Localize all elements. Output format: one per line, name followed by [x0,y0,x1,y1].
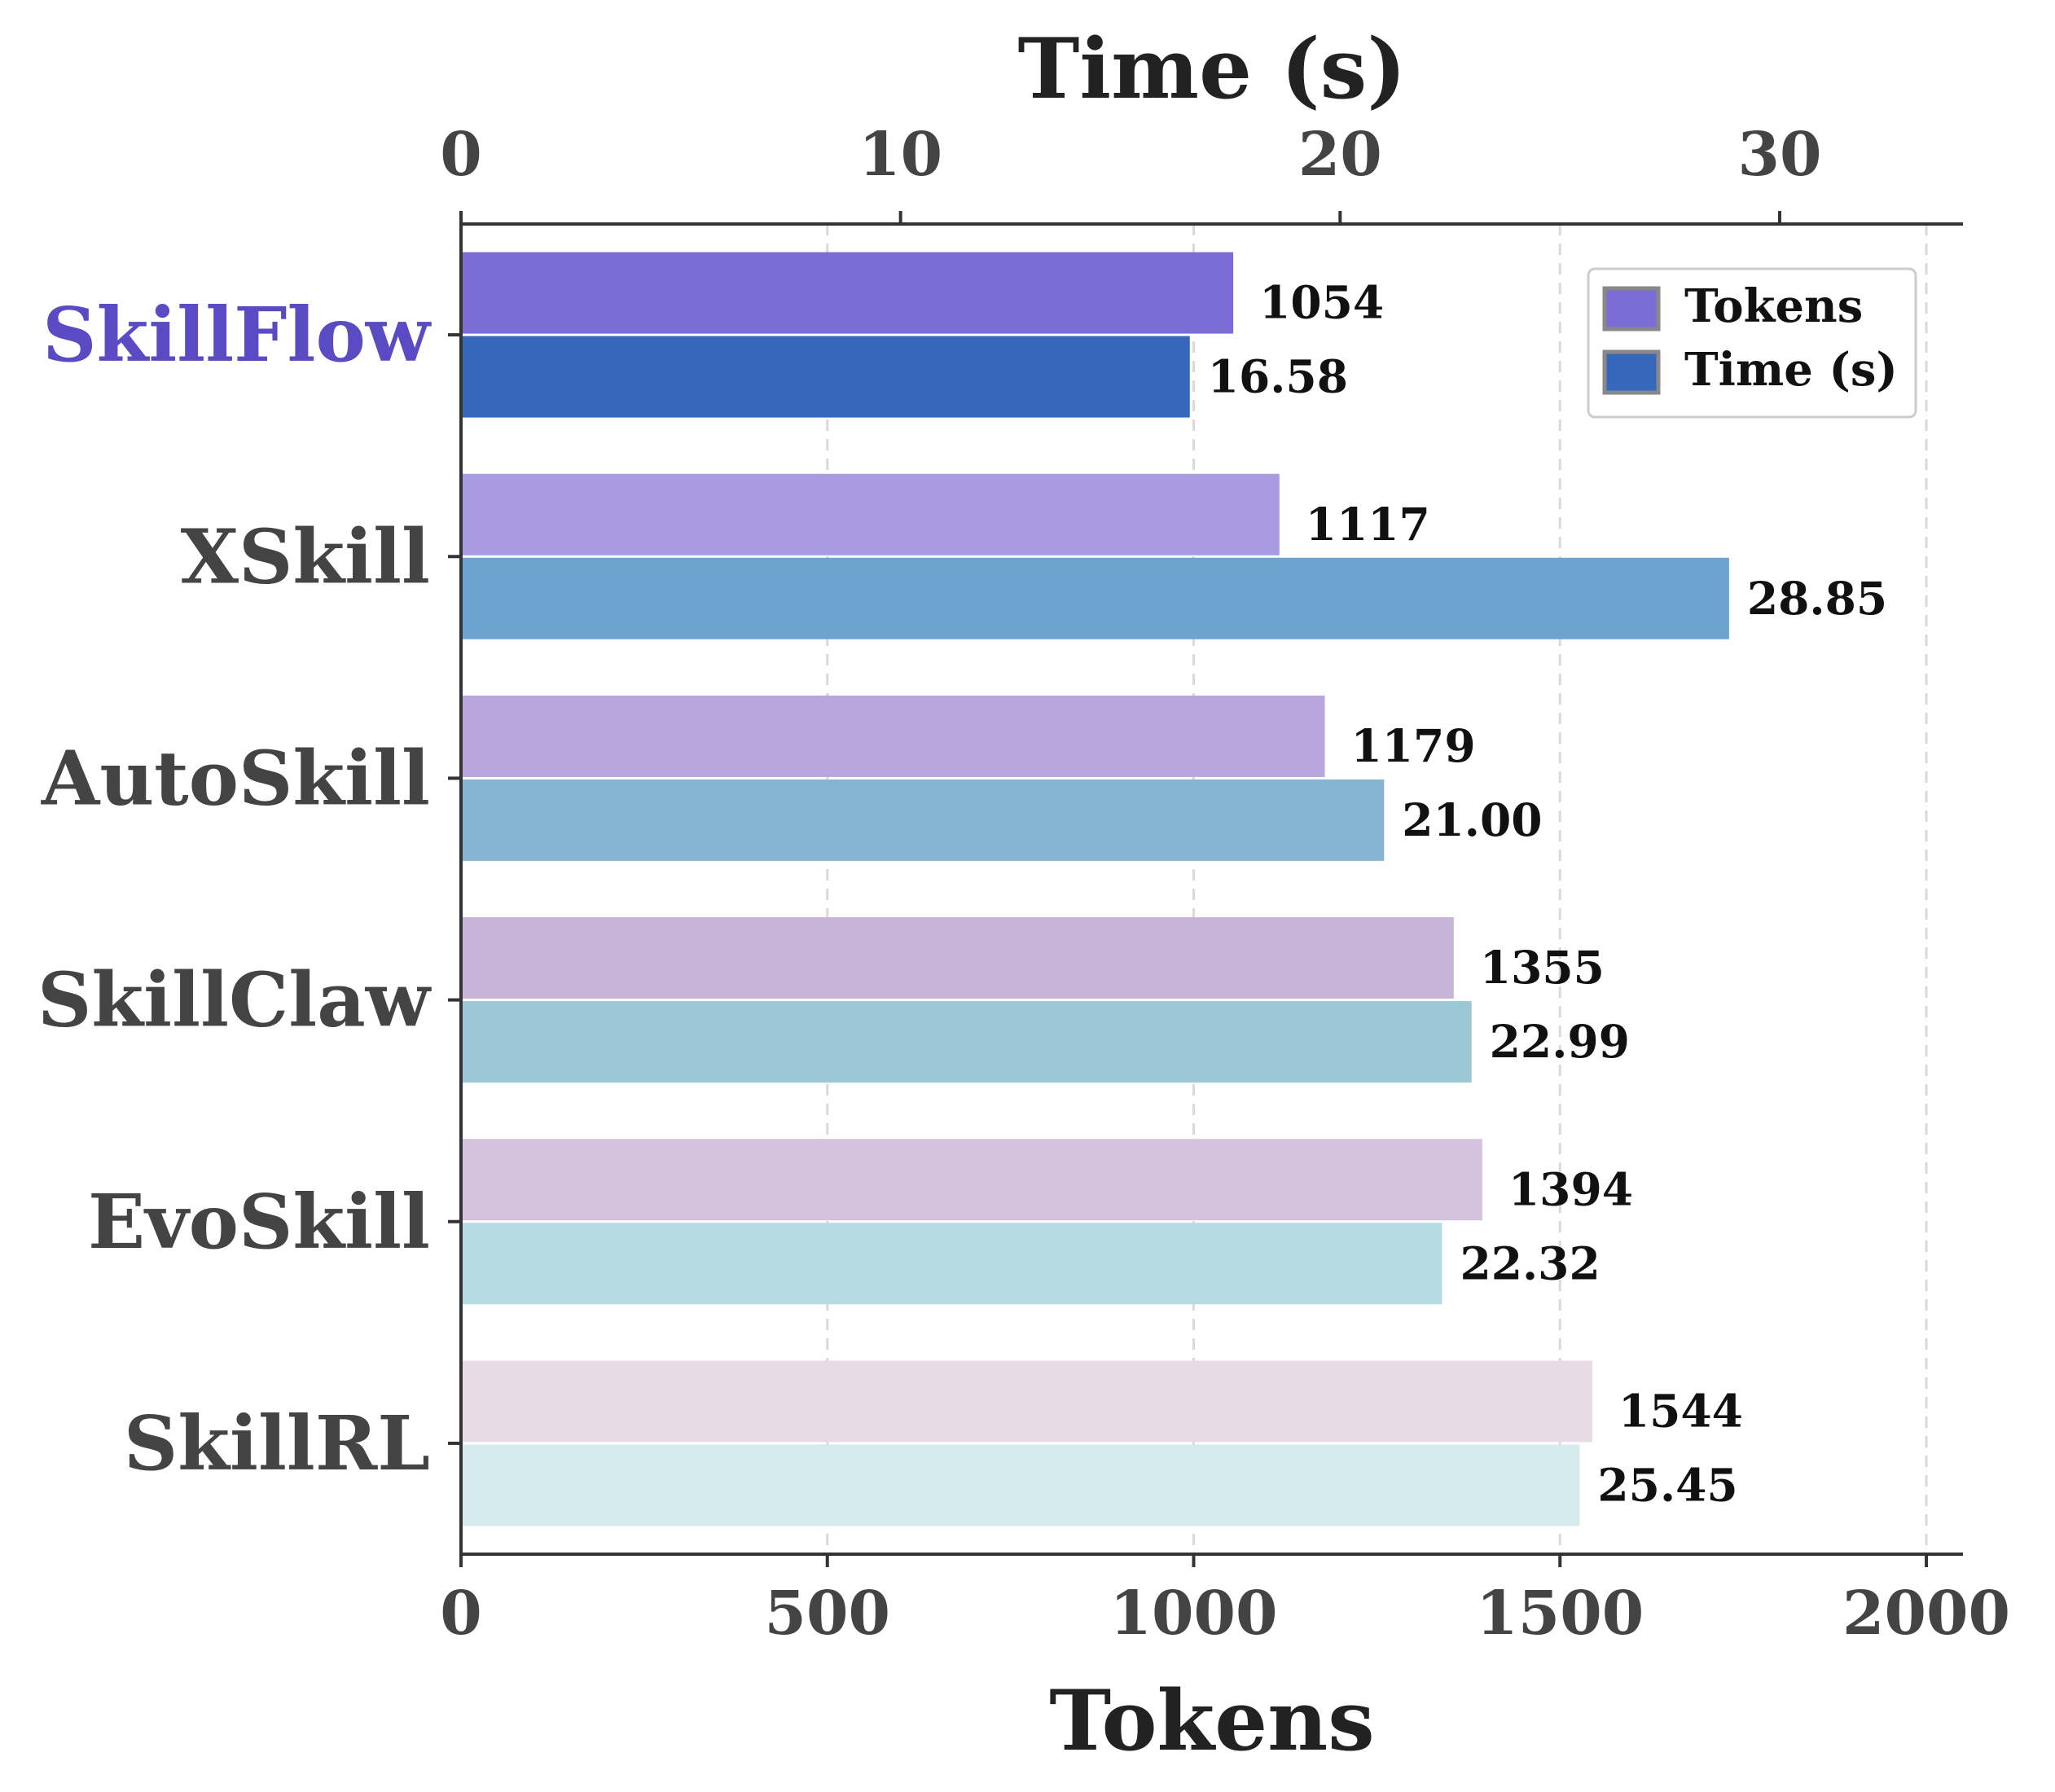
x-tick-label: 2000 [1842,1579,2010,1649]
value-label-tokens-skillrl: 1544 [1618,1384,1743,1437]
bar-time-skillflow [461,336,1190,418]
x-axis-title: Tokens [1049,1672,1374,1770]
value-labels: 1054 16.58 1117 28.85 1179 21.00 1355 22.99 1394… [1208,276,1887,1512]
top-tick-label: 20 [1298,120,1382,190]
legend-label-tokens: Tokens [1684,279,1863,333]
top-axis-ticks: 0 10 20 30 [440,120,1821,224]
value-label-time-skillclaw: 22.99 [1490,1015,1630,1068]
value-label-tokens-skillclaw: 1355 [1480,941,1605,994]
legend-swatch-tokens [1602,286,1661,332]
category-label-skillflow: SkillFlow [42,291,433,379]
value-label-time-xskill: 28.85 [1747,572,1887,625]
legend-swatch-time [1602,349,1661,395]
x-tick-label: 1500 [1476,1579,1644,1649]
value-label-tokens-evoskill: 1394 [1508,1162,1633,1215]
value-label-time-autoskill: 21.00 [1402,793,1542,846]
value-label-tokens-skillflow: 1054 [1259,276,1384,329]
top-tick-label: 0 [440,120,482,190]
legend-label-time: Time (s) [1684,343,1898,397]
value-label-tokens-autoskill: 1179 [1351,719,1476,772]
x-tick-label: 500 [765,1579,890,1649]
category-label-evoskill: EvoSkill [88,1178,430,1266]
top-tick-label: 30 [1737,120,1821,190]
grid-lines [826,224,1928,1554]
bar-time-evoskill [461,1223,1442,1305]
value-label-time-skillflow: 16.58 [1208,350,1348,403]
category-label-xskill: XSkill [181,512,430,600]
x-tick-label: 0 [440,1579,482,1649]
bar-tokens-evoskill [461,1139,1482,1221]
bar-tokens-skillclaw [461,917,1454,999]
category-axis: SkillFlow XSkill AutoSkill SkillClaw EvoSkil… [37,291,461,1487]
bar-tokens-skillrl [461,1360,1592,1443]
value-label-time-evoskill: 22.32 [1460,1236,1601,1289]
category-label-skillrl: SkillRL [124,1399,430,1487]
bar-time-autoskill [461,779,1385,861]
bottom-axis-ticks: 0 500 1000 1500 2000 [440,1554,2010,1649]
bar-tokens-xskill [461,473,1280,556]
category-label-autoskill: AutoSkill [41,734,430,822]
value-label-time-skillrl: 25.45 [1597,1458,1737,1511]
value-label-tokens-xskill: 1117 [1306,498,1430,551]
category-label-skillclaw: SkillClaw [37,956,433,1044]
x-tick-label: 1000 [1110,1579,1278,1649]
top-axis-title: Time (s) [1018,20,1407,118]
bar-tokens-skillflow [461,252,1234,334]
bar-tokens-autoskill [461,695,1325,777]
legend: Tokens Time (s) [1587,267,1917,419]
bars [461,252,1729,1526]
bar-time-skillclaw [461,1001,1472,1083]
top-tick-label: 10 [858,120,942,190]
axes [459,222,1963,1556]
legend-frame [1587,267,1917,419]
bar-time-skillrl [461,1444,1580,1526]
bar-time-xskill [461,557,1729,639]
